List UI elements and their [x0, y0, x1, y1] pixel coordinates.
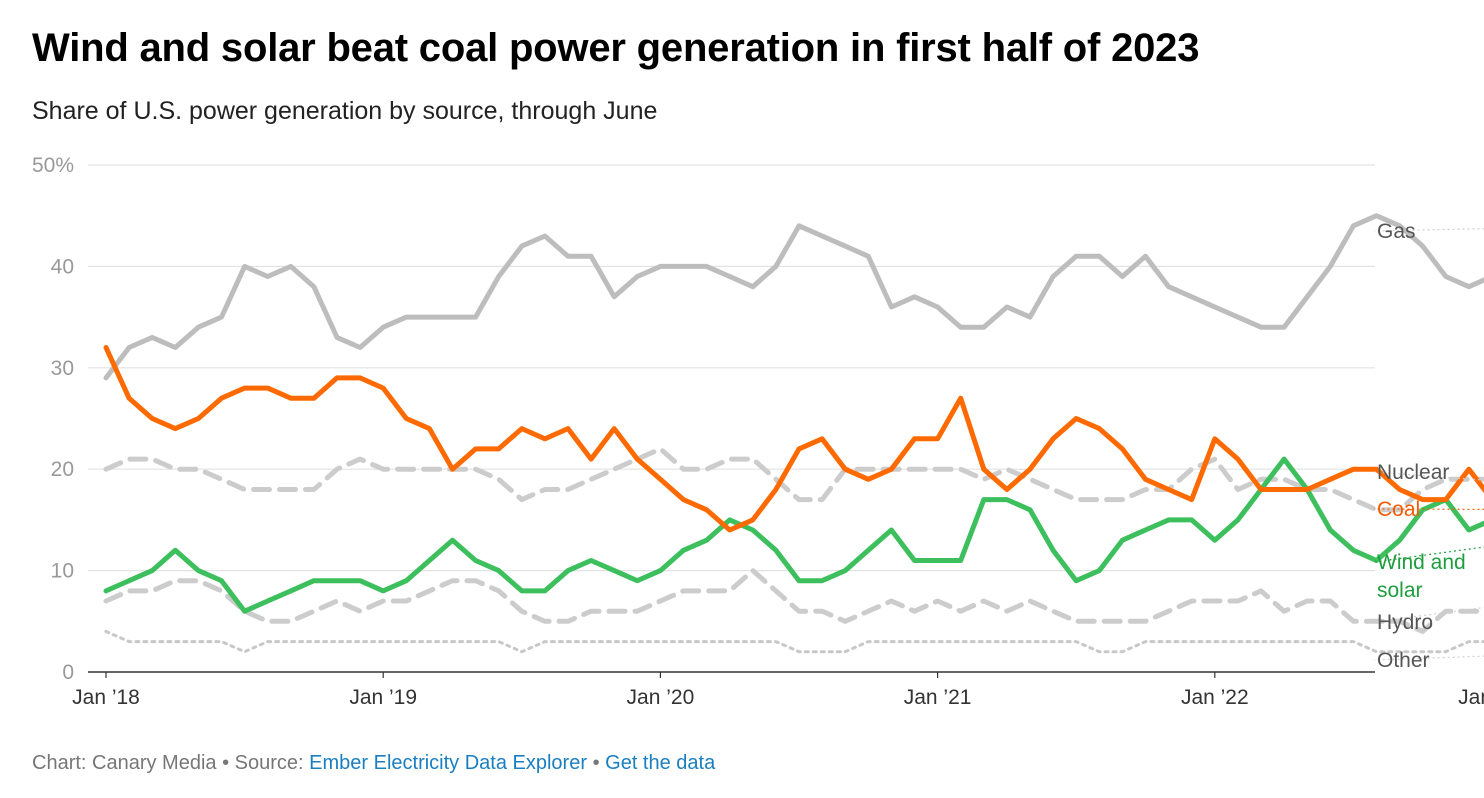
footer-separator: •	[587, 752, 606, 774]
gridlines	[88, 164, 1375, 673]
series-line-coal	[103, 345, 1484, 533]
x-tick-label: Jan ’23	[1458, 686, 1484, 709]
y-tick-label: 40	[51, 255, 74, 278]
y-tick-label: 50%	[32, 154, 74, 177]
chart-credit: Chart: Canary Media	[32, 752, 217, 774]
x-tick-label: Jan ’19	[349, 686, 417, 709]
source-prefix: Source:	[234, 752, 310, 774]
label-connector	[1373, 471, 1484, 481]
series-label-wind-solar: Wind and	[1377, 551, 1466, 574]
chart-footer: Chart: Canary Media • Source: Ember Elec…	[32, 752, 715, 775]
x-axis-tick-labels: Jan ’18 Jan ’19 Jan ’20 Jan ’21 Jan ’22 Jan ’…	[72, 672, 1484, 709]
series-end-labels: Gas Nuclear Coal Wind and solar Hydro Other	[1373, 220, 1484, 672]
y-tick-label: 10	[51, 560, 74, 583]
x-tick-label: Jan ’22	[1181, 686, 1249, 709]
y-tick-label: 0	[62, 661, 74, 684]
series-label-coal: Coal	[1377, 498, 1420, 521]
x-tick-label: Jan ’21	[904, 686, 972, 709]
series-line-hydro	[103, 568, 1484, 634]
y-axis-tick-labels: 50% 40 30 20 10 0	[32, 154, 74, 684]
series-label-wind-solar: solar	[1377, 579, 1423, 602]
series-label-gas: Gas	[1377, 220, 1416, 243]
chart-title: Wind and solar beat coal power generatio…	[32, 26, 1200, 70]
y-tick-label: 30	[51, 357, 74, 380]
x-tick-label: Jan ’20	[627, 686, 695, 709]
series-line-wind-solar	[103, 456, 1484, 614]
series-lines	[103, 213, 1484, 654]
chart-subtitle: Share of U.S. power generation by source…	[32, 97, 658, 125]
label-connector	[1373, 655, 1484, 661]
series-label-hydro: Hydro	[1377, 611, 1433, 634]
y-tick-label: 20	[51, 458, 74, 481]
get-data-link[interactable]: Get the data	[605, 752, 716, 774]
x-tick-label: Jan ’18	[72, 686, 140, 709]
series-line-nuclear	[103, 446, 1484, 513]
series-label-nuclear: Nuclear	[1377, 461, 1449, 484]
series-label-other: Other	[1377, 649, 1430, 672]
series-line-gas	[103, 213, 1484, 381]
footer-separator: •	[216, 752, 235, 774]
label-connector	[1373, 227, 1484, 232]
series-line-other	[104, 629, 1484, 654]
source-link[interactable]: Ember Electricity Data Explorer	[309, 752, 588, 774]
label-connector	[1373, 508, 1484, 510]
